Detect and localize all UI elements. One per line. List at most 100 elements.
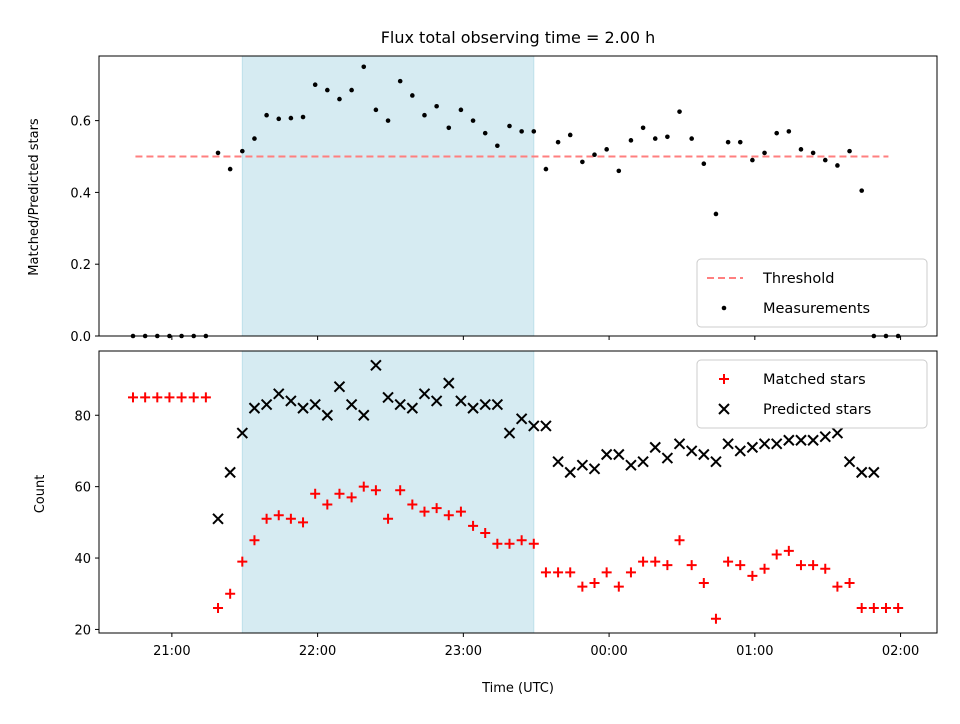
series-1 xyxy=(212,359,880,525)
data-point xyxy=(880,603,891,614)
data-point xyxy=(701,161,707,166)
data-point xyxy=(397,78,403,84)
data-point xyxy=(395,485,406,496)
data-point xyxy=(519,129,524,134)
legend-marker xyxy=(721,305,727,311)
data-point xyxy=(300,114,306,120)
data-point xyxy=(321,409,334,421)
data-point xyxy=(689,136,694,141)
data-point xyxy=(831,427,844,439)
data-point xyxy=(588,463,601,475)
data-point xyxy=(260,398,273,411)
y-tick-label: 0.6 xyxy=(70,115,91,130)
data-point xyxy=(734,445,746,457)
data-point xyxy=(418,388,431,400)
series-0 xyxy=(128,392,904,624)
data-point xyxy=(215,150,221,156)
data-point xyxy=(309,398,321,411)
data-point xyxy=(345,398,358,411)
legend: Matched stars Predicted stars xyxy=(696,359,928,429)
y-tick-label: 80 xyxy=(74,409,91,424)
data-point xyxy=(652,136,658,141)
data-point xyxy=(227,166,233,172)
data-point xyxy=(540,567,551,578)
data-point xyxy=(600,448,613,461)
data-point xyxy=(625,567,636,578)
data-point xyxy=(492,538,503,549)
data-point xyxy=(164,392,175,403)
data-point xyxy=(638,556,649,567)
y-tick-label: 60 xyxy=(74,481,91,496)
data-point xyxy=(819,430,831,443)
data-point xyxy=(468,520,479,531)
data-point xyxy=(383,513,394,524)
data-point xyxy=(835,163,840,168)
x-tick-label: 01:00 xyxy=(736,644,773,659)
data-point xyxy=(576,459,589,471)
data-point xyxy=(628,138,634,143)
data-point xyxy=(750,157,755,163)
data-point xyxy=(604,147,609,152)
data-point xyxy=(322,499,333,510)
data-point xyxy=(358,481,369,492)
data-point xyxy=(674,535,685,546)
data-point xyxy=(297,402,309,414)
data-point xyxy=(507,123,512,129)
data-point xyxy=(710,613,721,624)
data-point xyxy=(382,391,394,404)
data-point xyxy=(783,434,795,446)
data-point xyxy=(285,513,296,524)
data-point xyxy=(200,392,211,403)
data-point xyxy=(407,499,418,510)
data-point xyxy=(240,148,245,154)
data-point xyxy=(213,603,224,614)
data-point xyxy=(650,556,661,567)
bottom-ylabel: Count xyxy=(33,475,48,514)
data-point xyxy=(361,64,367,70)
data-point xyxy=(516,535,527,546)
data-point xyxy=(273,510,284,521)
data-point xyxy=(613,581,624,592)
data-point xyxy=(722,438,734,450)
data-point xyxy=(176,392,187,403)
data-point xyxy=(735,560,746,571)
data-point xyxy=(847,148,852,154)
data-point xyxy=(698,448,710,461)
data-point xyxy=(325,87,330,93)
data-point xyxy=(868,603,879,614)
data-point xyxy=(552,455,564,468)
data-point xyxy=(252,136,257,141)
data-point xyxy=(786,129,792,134)
data-point xyxy=(410,93,415,98)
data-point xyxy=(580,159,585,165)
data-point xyxy=(140,392,151,403)
data-point xyxy=(528,538,539,549)
data-point xyxy=(212,513,224,525)
data-point xyxy=(577,581,588,592)
x-tick-label: 02:00 xyxy=(882,644,919,659)
legend-marker xyxy=(719,374,729,384)
data-point xyxy=(795,434,807,446)
data-point xyxy=(822,157,828,163)
y-tick-label: 0.2 xyxy=(70,258,91,273)
data-point xyxy=(467,402,479,414)
data-point xyxy=(589,578,600,589)
legend-marker xyxy=(718,403,730,415)
data-point xyxy=(333,380,346,393)
data-point xyxy=(455,395,467,407)
data-point xyxy=(762,150,767,156)
legend-label: Threshold xyxy=(762,271,834,287)
data-point xyxy=(746,441,759,454)
data-point xyxy=(758,438,771,450)
data-point xyxy=(349,87,354,93)
data-point xyxy=(334,488,345,499)
data-point xyxy=(855,466,868,479)
top-ylabel: Matched/Predicted stars xyxy=(27,118,42,276)
y-tick-label: 40 xyxy=(74,552,91,567)
x-tick-label: 22:00 xyxy=(299,644,336,659)
data-point xyxy=(503,427,516,439)
data-point xyxy=(370,485,381,496)
data-point xyxy=(725,139,731,145)
chart-title: Flux total observing time = 2.00 h xyxy=(381,28,656,47)
y-tick-label: 0.4 xyxy=(70,186,91,201)
